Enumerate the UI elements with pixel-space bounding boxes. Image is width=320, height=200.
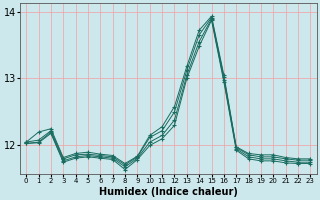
X-axis label: Humidex (Indice chaleur): Humidex (Indice chaleur) bbox=[99, 187, 238, 197]
